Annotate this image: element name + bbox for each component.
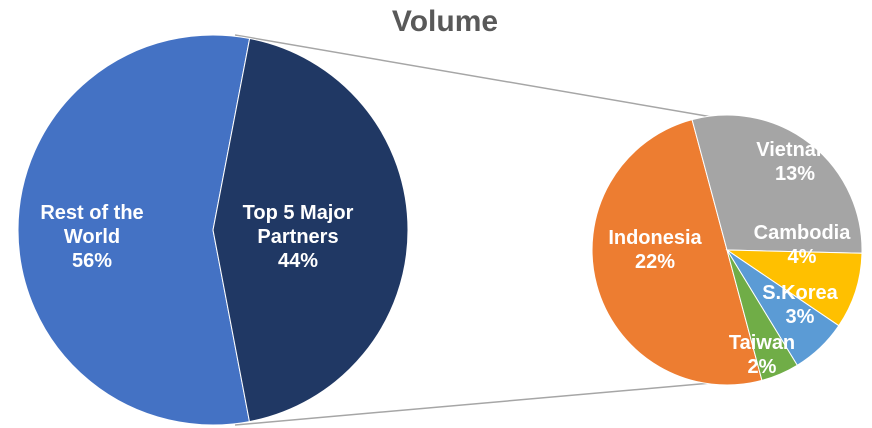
- pie-slice: [591, 118, 763, 386]
- slice-label: Cambodia 4%: [737, 221, 867, 269]
- value-label: 3%: [785, 306, 815, 328]
- value-label: 4%: [787, 246, 817, 268]
- category-label: Cambodia: [753, 222, 851, 244]
- category-label: Indonesia: [608, 227, 702, 249]
- value-label: 2%: [747, 356, 777, 378]
- value-label: 13%: [774, 163, 816, 185]
- chart-title: Volume: [391, 5, 499, 38]
- slice-label: Vietnam 13%: [735, 138, 855, 186]
- slice-label: Indonesia 22%: [585, 226, 725, 274]
- category-label: Taiwan: [728, 332, 796, 354]
- category-label: S.Korea: [762, 282, 838, 304]
- slice-label: Top 5 Major Partners 44%: [213, 201, 383, 273]
- pie-slice: [726, 249, 798, 382]
- slice-label: Rest of the World 56%: [17, 201, 167, 273]
- slice-label: Taiwan 2%: [712, 331, 812, 379]
- category-label: Rest of the World: [40, 202, 144, 248]
- pie-slice: [691, 114, 863, 254]
- pie-slice: [212, 37, 409, 423]
- connector-line: [234, 34, 719, 119]
- value-label: 56%: [71, 250, 113, 272]
- category-label: Vietnam: [756, 139, 834, 161]
- slice-label: S.Korea 3%: [740, 281, 860, 329]
- value-label: 22%: [634, 251, 676, 273]
- connector-line: [234, 379, 746, 426]
- value-label: 44%: [277, 250, 319, 272]
- pie-slice: [17, 34, 251, 426]
- category-label: Top 5 Major Partners: [242, 202, 354, 248]
